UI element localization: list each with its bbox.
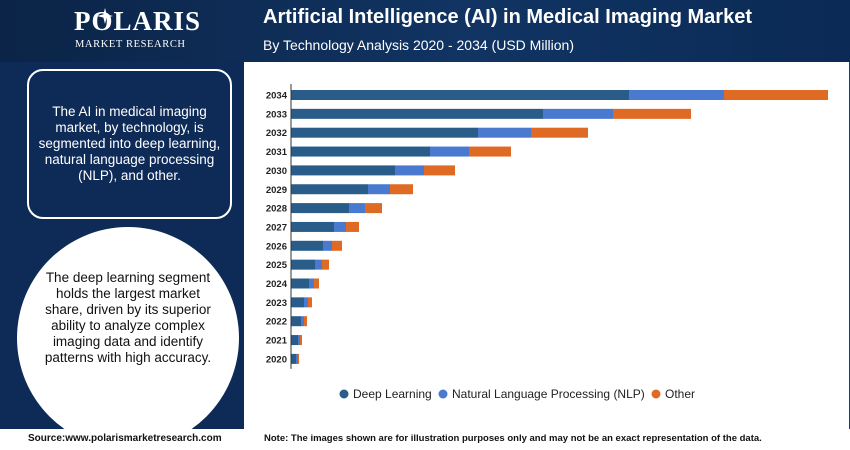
header-band: POLARIS MARKET RESEARCH Artificial Intel… [0,0,850,62]
stacked-bar-chart: 2034 2033 2032 2031 2030 2029 2028 2027 2026 2025… [266,84,828,401]
y-tick-2034: 2034 [266,91,288,102]
y-tick-2029: 2029 [266,185,287,196]
y-tick-2033: 2033 [266,109,287,120]
bar-2022-series-1 [301,316,304,327]
bar-2030-series-0 [291,165,395,176]
bar-2031-series-0 [291,146,430,157]
bar-2025-series-0 [291,259,315,270]
y-tick-2026: 2026 [266,241,287,252]
bar-2027-series-0 [291,221,334,232]
bar-2024-series-0 [291,278,309,289]
bar-2028-series-0 [291,203,349,214]
bar-2021-series-1 [298,335,300,346]
footer-bar: Source:www.polarismarketresearch.com Not… [0,429,850,450]
bar-2032-series-2 [531,127,588,138]
y-tick-2024: 2024 [266,279,288,290]
y-tick-2022: 2022 [266,317,287,328]
logo-star-icon [97,8,113,24]
bar-2020-series-1 [296,353,298,364]
bars-layer [291,90,828,364]
bar-2033-series-0 [291,108,543,119]
bar-2032-series-1 [478,127,531,138]
bar-2028-series-1 [349,203,365,214]
legend-label-0: Deep Learning [353,387,432,401]
legend-label-1: Natural Language Processing (NLP) [452,387,645,401]
bar-2027-series-2 [346,221,359,232]
bar-2024-series-2 [314,278,319,289]
highlight-text: The deep learning segment holds the larg… [44,270,212,365]
y-tick-2027: 2027 [266,222,287,233]
y-tick-2028: 2028 [266,204,287,215]
bar-2029-series-2 [390,184,413,195]
y-tick-2031: 2031 [266,147,288,158]
y-tick-2032: 2032 [266,128,287,139]
bar-2031-series-2 [469,146,511,157]
bar-2020-series-0 [291,353,296,364]
bar-2022-series-2 [304,316,307,327]
bar-2033-series-2 [613,108,691,119]
bar-2025-series-1 [315,259,322,270]
segmentation-info-box: The AI in medical imaging market, by tec… [27,69,232,219]
y-tick-2020: 2020 [266,354,287,365]
y-tick-2023: 2023 [266,298,287,309]
bar-2023-series-0 [291,297,304,308]
bar-2022-series-0 [291,316,301,327]
bar-2027-series-1 [334,221,346,232]
chart-subtitle: By Technology Analysis 2020 - 2034 (USD … [263,37,575,53]
bar-2032-series-0 [291,127,478,138]
bar-2029-series-0 [291,184,368,195]
bar-2030-series-2 [424,165,455,176]
y-tick-2021: 2021 [266,336,288,347]
bar-2023-series-2 [308,297,312,308]
bar-2021-series-2 [300,335,302,346]
y-tick-2030: 2030 [266,166,287,177]
logo-tagline: MARKET RESEARCH [75,39,186,50]
legend-marker-0 [339,389,349,399]
bar-2026-series-1 [323,240,332,251]
legend-marker-1 [438,389,448,399]
legend-label-2: Other [665,387,695,401]
bar-2026-series-0 [291,240,323,251]
bar-2026-series-2 [332,240,342,251]
logo-name: POLARIS [74,6,202,36]
y-tick-2025: 2025 [266,260,288,271]
bar-2034-series-0 [291,90,629,100]
bar-2031-series-1 [430,146,469,157]
legend-marker-2 [651,389,661,399]
bar-2021-series-0 [291,335,298,346]
left-info-panel: The AI in medical imaging market, by tec… [0,62,244,429]
y-tick-labels: 2034 2033 2032 2031 2030 2029 2028 2027 2026 2025… [266,91,288,366]
bar-2034-series-2 [724,90,828,100]
chart-title: Artificial Intelligence (AI) in Medical … [263,6,752,28]
bar-2034-series-1 [629,90,724,100]
bar-2023-series-1 [304,297,308,308]
bar-2020-series-2 [298,353,299,364]
segmentation-info-text: The AI in medical imaging market, by tec… [38,104,221,183]
bar-2029-series-1 [368,184,390,195]
bar-2025-series-2 [322,259,329,270]
source-text: Source:www.polarismarketresearch.com [28,433,222,444]
bar-2030-series-1 [395,165,424,176]
bar-2024-series-1 [309,278,314,289]
bar-2028-series-2 [365,203,382,214]
disclaimer-note: Note: The images shown are for illustrat… [264,433,762,444]
chart-legend: Deep Learning Natural Language Processing… [339,387,695,401]
highlight-circle: The deep learning segment holds the larg… [17,227,239,429]
bar-2033-series-1 [543,108,613,119]
